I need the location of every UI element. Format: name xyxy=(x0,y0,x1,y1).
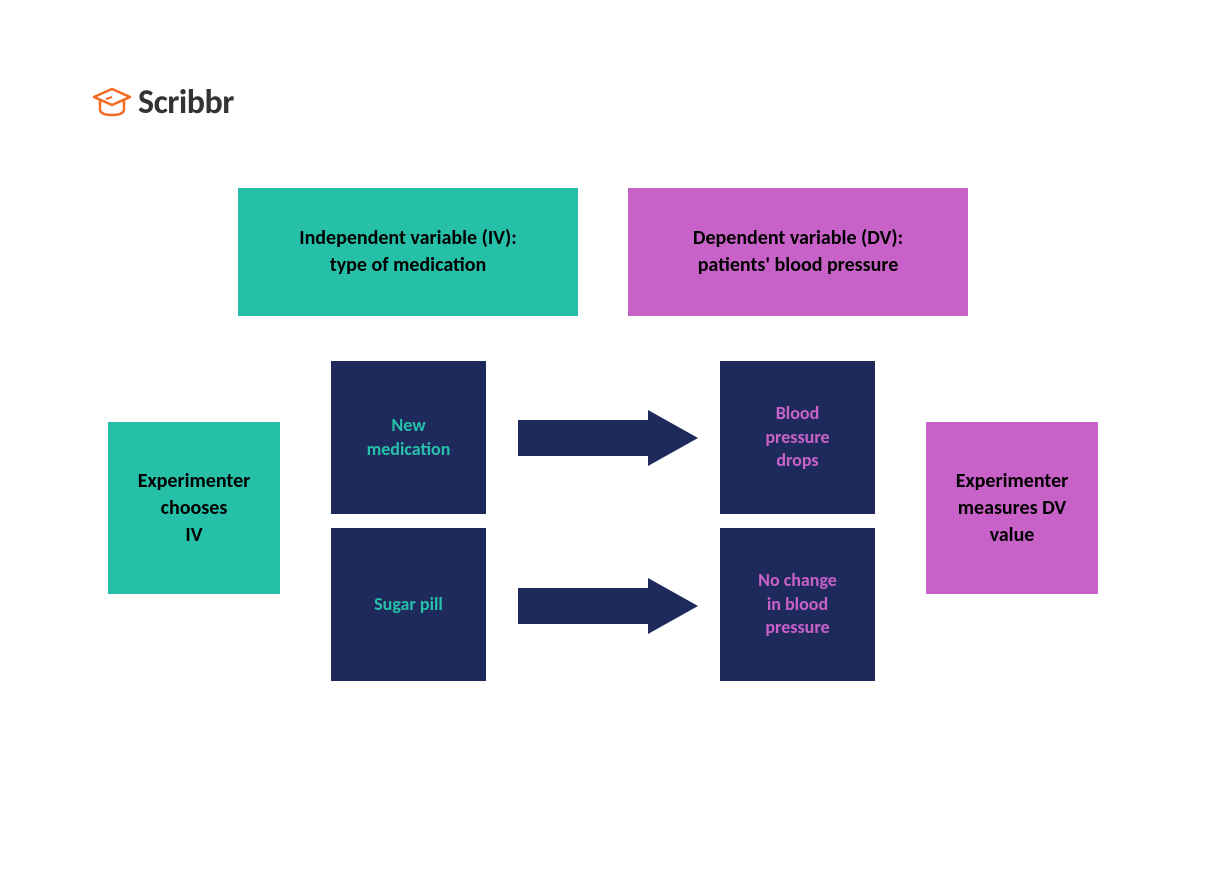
bp-drops-line2: pressure xyxy=(765,426,829,448)
dv-header-line2: patients' blood pressure xyxy=(698,253,899,277)
no-change-box: No change in blood pressure xyxy=(720,528,875,681)
new-medication-box: New medication xyxy=(331,361,486,514)
exp-iv-line2: chooses xyxy=(161,496,228,520)
graduation-cap-icon xyxy=(92,85,132,121)
logo-text: Scribbr xyxy=(138,82,234,123)
dv-header-box: Dependent variable (DV): patients' blood… xyxy=(628,188,968,316)
no-change-line1: No change xyxy=(758,569,837,591)
scribbr-logo: Scribbr xyxy=(92,82,234,123)
exp-dv-line3: value xyxy=(990,523,1035,547)
arrow-top xyxy=(518,410,698,471)
exp-dv-line2: measures DV xyxy=(958,496,1067,520)
experimenter-iv-box: Experimenter chooses IV xyxy=(108,422,280,594)
sugar-pill-text: Sugar pill xyxy=(374,593,443,615)
dv-header-line1: Dependent variable (DV): xyxy=(693,226,903,250)
bp-drops-box: Blood pressure drops xyxy=(720,361,875,514)
new-med-line2: medication xyxy=(367,438,451,460)
sugar-pill-box: Sugar pill xyxy=(331,528,486,681)
experimenter-dv-box: Experimenter measures DV value xyxy=(926,422,1098,594)
iv-header-line1: Independent variable (IV): xyxy=(299,226,517,250)
bp-drops-line3: drops xyxy=(776,449,818,471)
exp-iv-line1: Experimenter xyxy=(138,469,251,493)
no-change-line2: in blood xyxy=(767,593,828,615)
arrow-bottom xyxy=(518,578,698,639)
bp-drops-line1: Blood xyxy=(776,402,820,424)
no-change-line3: pressure xyxy=(765,616,829,638)
iv-header-box: Independent variable (IV): type of medic… xyxy=(238,188,578,316)
new-med-line1: New xyxy=(391,414,425,436)
iv-header-line2: type of medication xyxy=(330,253,486,277)
exp-iv-line3: IV xyxy=(185,523,202,547)
exp-dv-line1: Experimenter xyxy=(956,469,1069,493)
